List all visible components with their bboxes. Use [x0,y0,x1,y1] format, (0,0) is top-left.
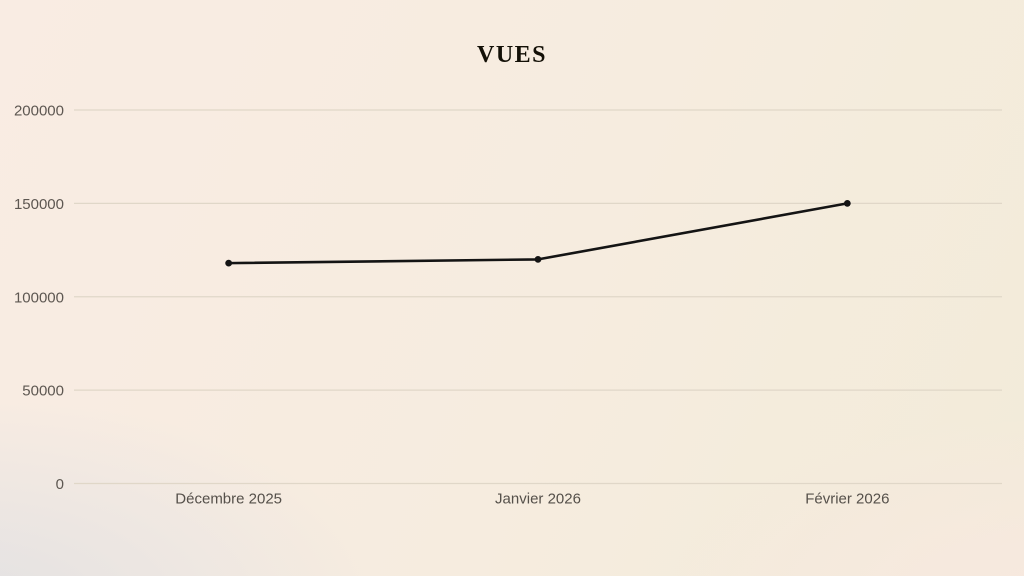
y-axis-tick-label: 50000 [22,383,64,400]
y-axis-tick-label: 200000 [14,103,64,120]
x-axis-tick-label: Janvier 2026 [495,491,581,508]
y-axis-tick-label: 0 [56,476,64,493]
chart-title: VUES [476,42,548,68]
data-point-marker [534,256,542,263]
data-point-marker [843,199,851,207]
series-line [227,202,849,265]
x-axis-tick-label: Décembre 2025 [175,491,282,508]
data-point-marker [225,259,233,267]
y-axis-tick-label: 150000 [14,196,64,213]
x-axis-tick-label: Février 2026 [805,491,889,508]
y-axis-tick-label: 100000 [14,289,64,306]
